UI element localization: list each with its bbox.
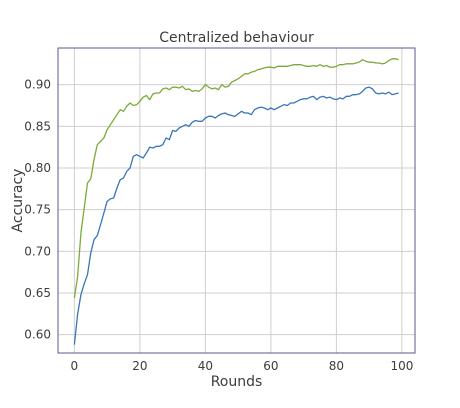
y-tick-label: 0.70 (24, 244, 51, 258)
tick-layer: 0 20 40 60 80 100 0.60 0.65 0.70 0.75 0.80 0.85 0.90 (24, 78, 413, 373)
x-tick-label: 0 (71, 359, 79, 373)
x-tick-label: 20 (132, 359, 147, 373)
series-layer (73, 58, 399, 345)
chart-title: Centralized behaviour (159, 30, 314, 46)
plot-frame (57, 47, 416, 354)
y-tick-label: 0.80 (24, 161, 51, 175)
y-axis-label: Accuracy (10, 169, 26, 233)
x-axis-label: Rounds (211, 374, 263, 390)
series-line-green (73, 58, 399, 299)
grid-layer (58, 48, 415, 353)
y-tick-label: 0.90 (24, 78, 51, 92)
y-tick-label: 0.85 (24, 119, 51, 133)
y-tick-label: 0.75 (24, 203, 51, 217)
y-tick-label: 0.65 (24, 286, 51, 300)
x-tick-label: 60 (263, 359, 278, 373)
x-tick-label: 80 (329, 359, 344, 373)
y-tick-label: 0.60 (24, 328, 51, 342)
x-tick-label: 100 (390, 359, 413, 373)
series-line-blue (73, 86, 399, 345)
x-tick-label: 40 (198, 359, 213, 373)
